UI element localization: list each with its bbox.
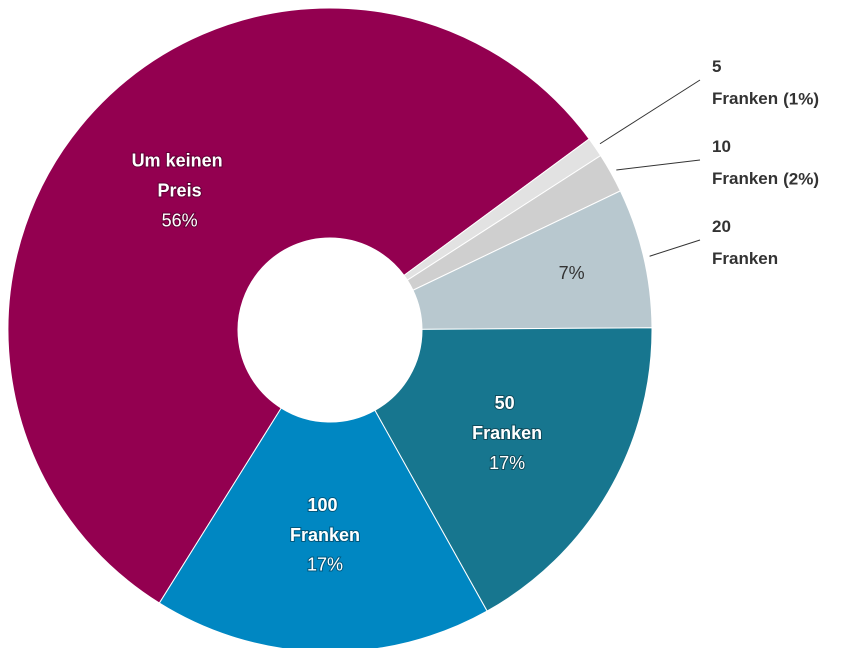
label-line: 100: [307, 495, 342, 515]
value-label: 56%: [162, 210, 198, 230]
leader-line: [616, 159, 701, 171]
label-line: Um keinen: [132, 150, 228, 170]
slice-label: 5 Franken: [712, 57, 778, 108]
label-line: Franken: [712, 169, 778, 188]
value-label: 7%: [559, 263, 585, 283]
slice-label: 50 Franken: [472, 393, 542, 443]
donut-slice: [374, 327, 653, 612]
label-line: Franken: [712, 249, 778, 268]
slice-label: 20 Franken: [712, 217, 778, 268]
label-line: Franken: [712, 89, 778, 108]
slice-label: Um keinen Preis: [132, 150, 228, 200]
label-line: 10: [712, 137, 736, 156]
label-line: 5: [712, 57, 726, 76]
slice-label: 100 Franken: [290, 495, 360, 545]
label-line: Franken: [472, 423, 542, 443]
label-line: 50: [495, 393, 520, 413]
value-label: 17%: [307, 555, 343, 575]
donut-slice: [7, 7, 590, 604]
leader-line: [649, 239, 701, 257]
value-label: (1%): [783, 89, 819, 108]
label-line: Preis: [158, 180, 202, 200]
label-line: 20: [712, 217, 736, 236]
donut-slice: [158, 407, 488, 648]
label-line: Franken: [290, 525, 360, 545]
slice-label: 10 Franken: [712, 137, 778, 188]
value-label: 17%: [489, 453, 525, 473]
value-label: (2%): [783, 169, 819, 188]
leader-line: [599, 79, 701, 145]
